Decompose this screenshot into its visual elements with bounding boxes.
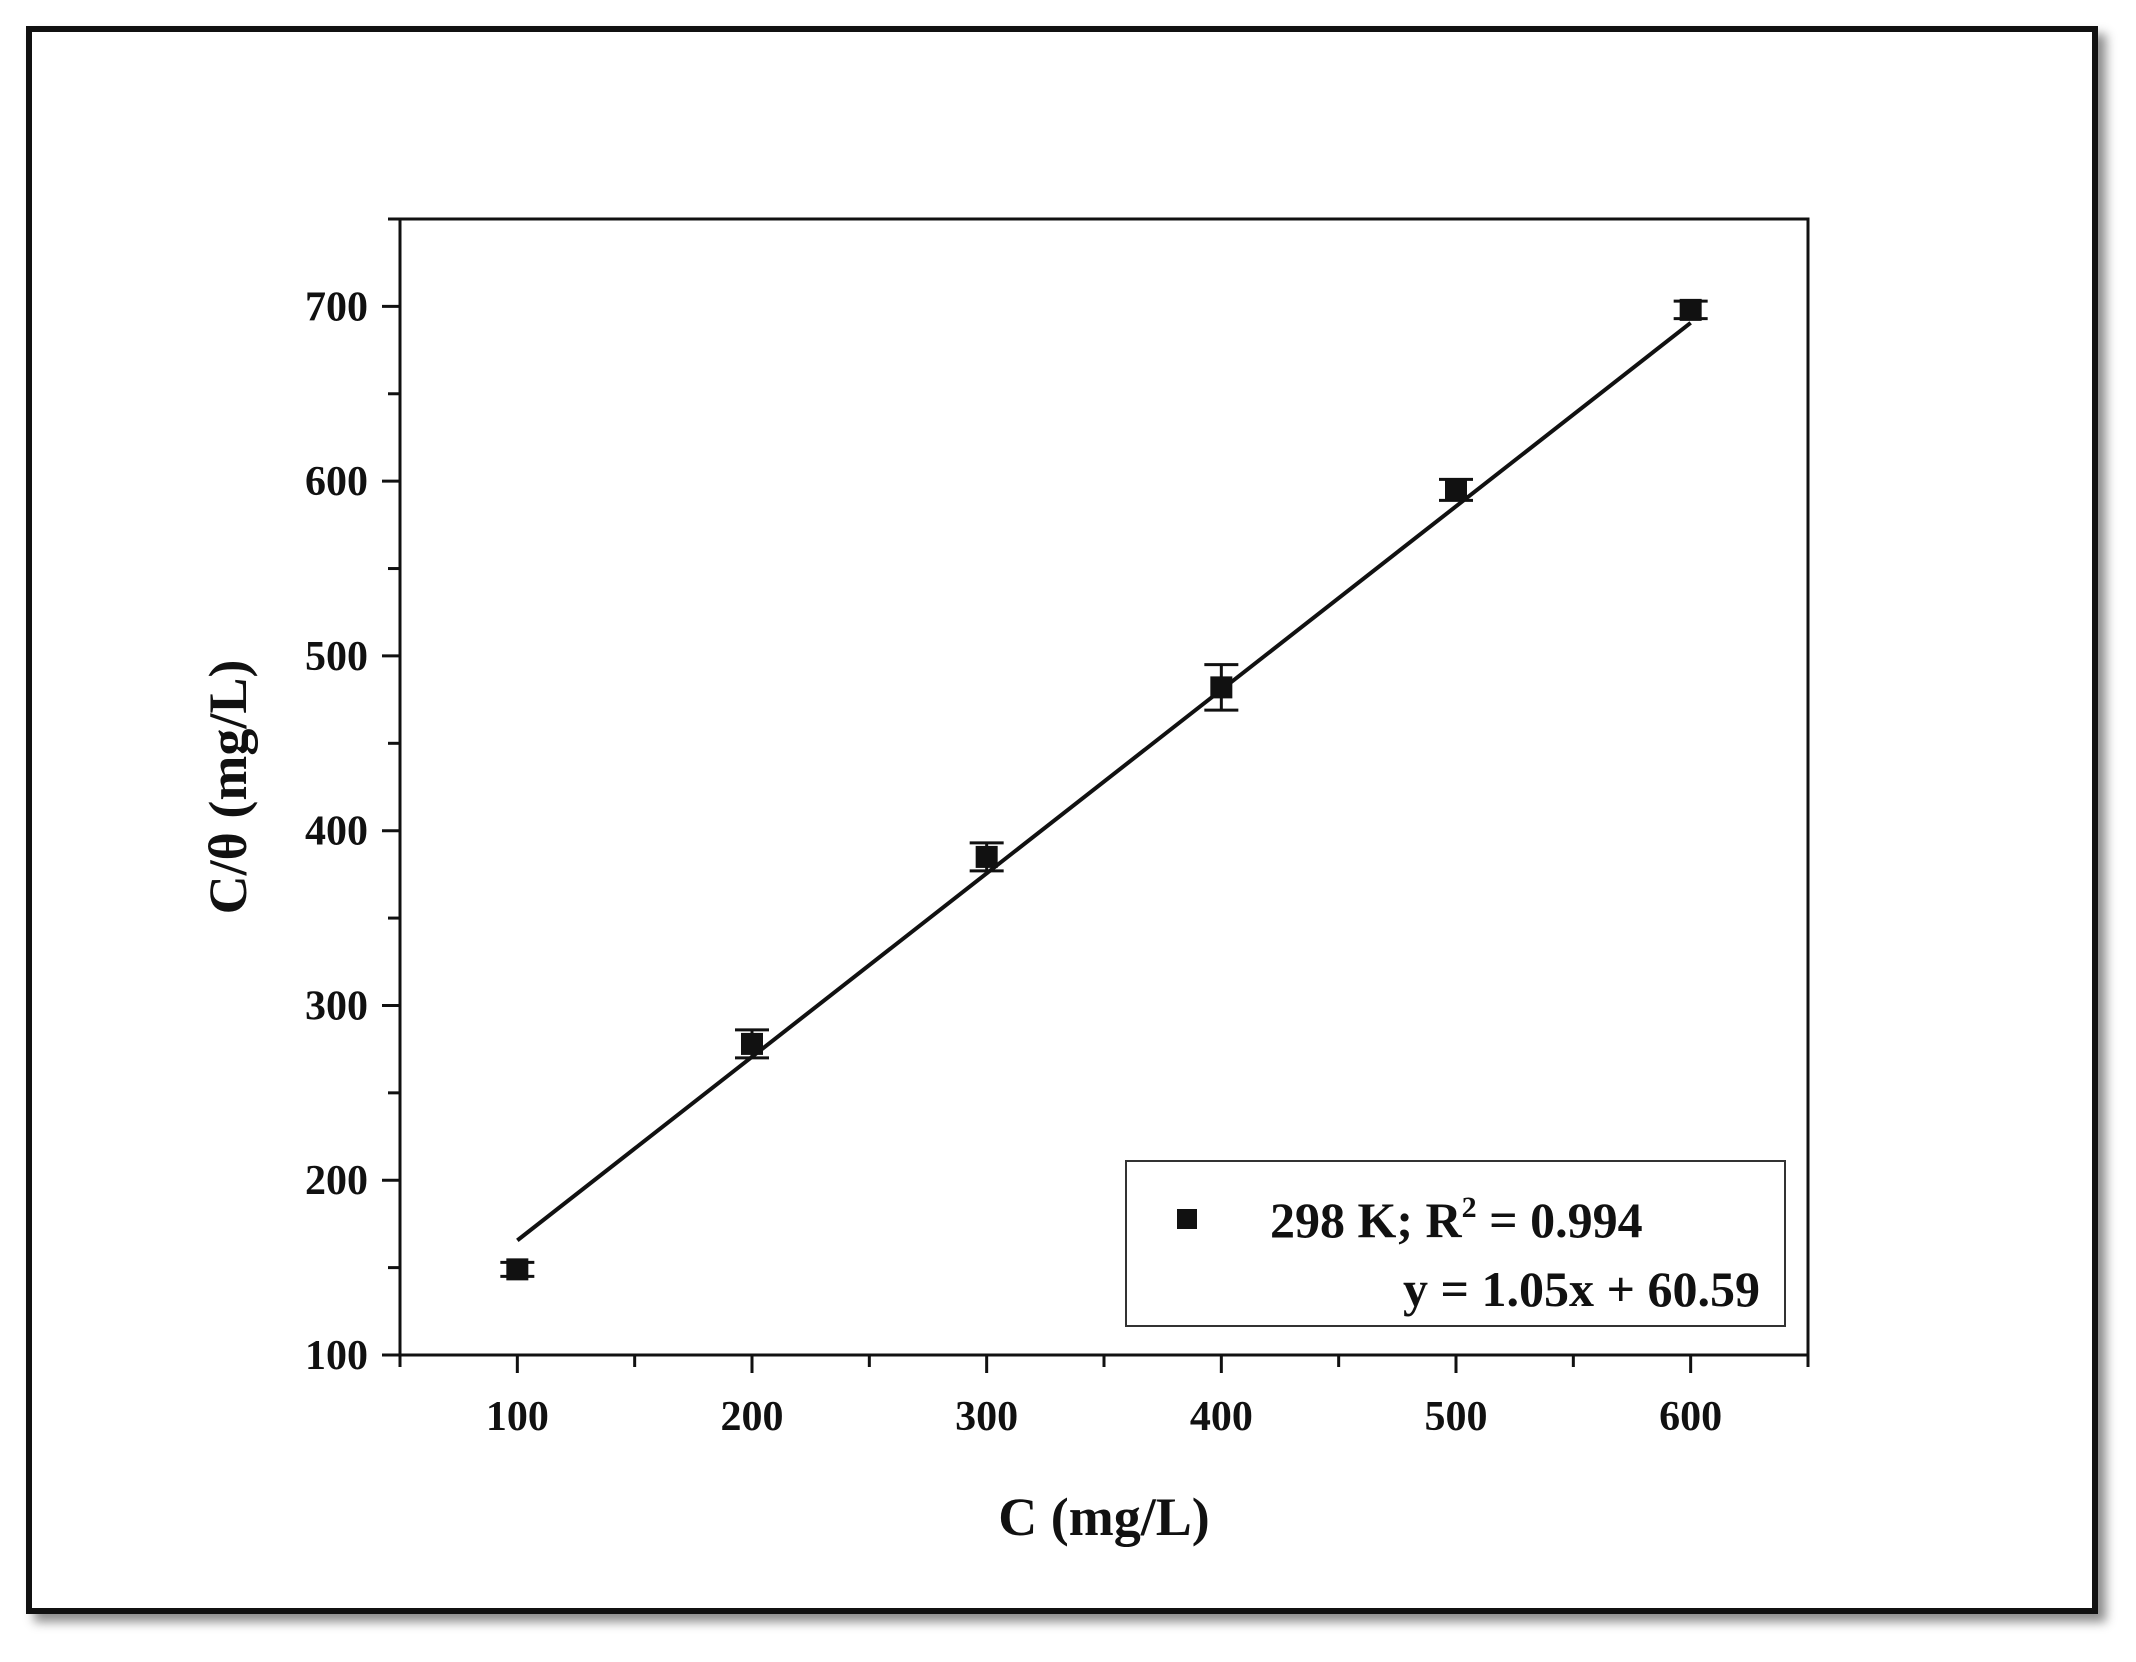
y-tick-label: 400 [305, 809, 368, 855]
legend-series-name: 298 K; R [1270, 1192, 1463, 1248]
data-point [735, 1028, 769, 1060]
x-tick-label: 300 [955, 1394, 1018, 1440]
data-point [500, 1258, 535, 1281]
x-tick-label: 200 [721, 1394, 784, 1440]
legend-marker-square [1177, 1209, 1197, 1229]
y-tick-label: 300 [305, 983, 368, 1029]
x-axis-label: C (mg/L) [998, 1487, 1209, 1547]
legend-fit-equation: y = 1.05x + 60.59 [1403, 1261, 1760, 1317]
x-tick-labels: 100 200 300 400 500 600 [486, 1394, 1722, 1440]
chart: 100 200 300 400 500 600 100 200 300 400 500 600 700… [198, 217, 1810, 1547]
x-tick-label: 600 [1659, 1394, 1722, 1440]
y-tick-label: 200 [305, 1158, 368, 1204]
figure-frame: 100 200 300 400 500 600 100 200 300 400 500 600 700… [26, 26, 2098, 1614]
y-tick-label: 700 [305, 284, 368, 330]
data-marker-square [741, 1032, 763, 1055]
y-axis-label: C/θ (mg/L) [198, 660, 258, 915]
data-marker-square [1679, 298, 1702, 321]
axis-ticks [382, 217, 1810, 1373]
data-point [1204, 663, 1239, 712]
fit-line [516, 321, 1692, 1242]
legend-superscript: 2 [1462, 1191, 1477, 1224]
data-point [1673, 298, 1708, 321]
legend-series-label: 298 K; R2 = 0.994 [1270, 1191, 1643, 1248]
y-tick-labels: 100 200 300 400 500 600 700 [305, 284, 368, 1379]
legend-series-suffix: = 0.994 [1477, 1192, 1643, 1248]
x-tick-label: 500 [1425, 1394, 1488, 1440]
data-points [500, 298, 1708, 1281]
data-marker-square [1210, 676, 1233, 699]
data-marker-square [1445, 478, 1467, 501]
legend-box [1125, 1160, 1786, 1327]
x-tick-label: 100 [486, 1394, 549, 1440]
data-point [969, 841, 1004, 873]
x-tick-label: 400 [1190, 1394, 1253, 1440]
data-marker-square [506, 1258, 529, 1281]
y-tick-label: 100 [305, 1333, 368, 1379]
y-tick-label: 500 [305, 634, 368, 680]
data-marker-square [975, 845, 998, 868]
legend: 298 K; R2 = 0.994 y = 1.05x + 60.59 [1125, 1160, 1786, 1327]
data-point [1439, 477, 1473, 502]
y-tick-label: 600 [305, 459, 368, 505]
